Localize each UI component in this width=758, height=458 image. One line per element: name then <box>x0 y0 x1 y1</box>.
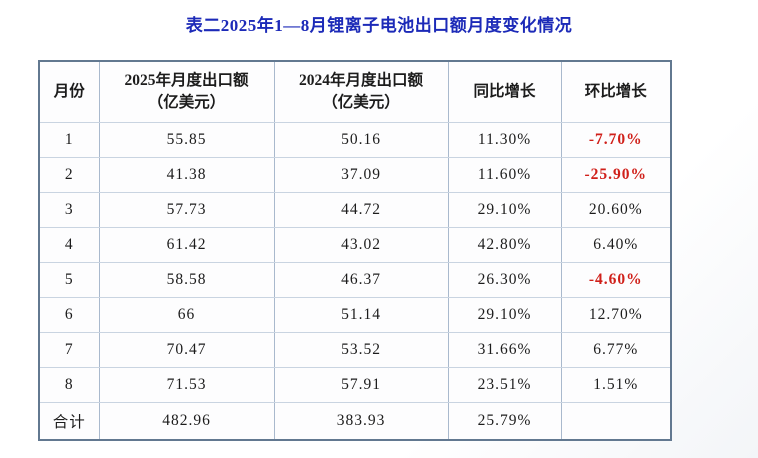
table-row: 2 41.38 37.09 11.60% -25.90% <box>38 157 672 193</box>
mom-cell: -25.90% <box>560 157 672 193</box>
mom-cell: -4.60% <box>560 262 672 298</box>
month-cell: 1 <box>38 122 100 158</box>
export-2024-cell: 43.02 <box>273 227 449 263</box>
month-cell: 合计 <box>38 402 100 441</box>
header-month: 月份 <box>38 60 100 123</box>
export-2025-cell: 58.58 <box>98 262 275 298</box>
header-export-2025-line2: （亿美元） <box>147 94 226 111</box>
export-2025-cell: 55.85 <box>98 122 275 158</box>
table-row: 4 61.42 43.02 42.80% 6.40% <box>38 227 672 263</box>
yoy-cell: 29.10% <box>447 192 562 228</box>
export-table: 月份 2025年月度出口额 （亿美元） 2024年月度出口额 （亿美元） 同比增… <box>38 60 672 441</box>
header-export-2024-line2: （亿美元） <box>322 94 400 111</box>
header-export-2024: 2024年月度出口额 （亿美元） <box>273 60 449 123</box>
mom-cell <box>560 402 672 441</box>
export-2024-cell: 44.72 <box>273 192 449 228</box>
export-2024-cell: 57.91 <box>273 367 449 403</box>
table-row: 3 57.73 44.72 29.10% 20.60% <box>38 192 672 228</box>
export-2025-cell: 57.73 <box>98 192 275 228</box>
header-export-2025: 2025年月度出口额 （亿美元） <box>98 60 275 123</box>
export-2025-cell: 61.42 <box>98 227 275 263</box>
month-cell: 6 <box>38 297 100 333</box>
header-export-2025-line1: 2025年月度出口额 <box>124 71 249 89</box>
table-row: 6 66 51.14 29.10% 12.70% <box>38 297 672 333</box>
header-mom: 环比增长 <box>560 60 672 123</box>
export-2025-cell: 482.96 <box>98 402 275 441</box>
header-export-2024-line1: 2024年月度出口额 <box>298 71 423 89</box>
header-yoy: 同比增长 <box>447 60 562 123</box>
month-cell: 3 <box>38 192 100 228</box>
yoy-cell: 11.60% <box>447 157 562 193</box>
mom-cell: 6.77% <box>560 332 672 368</box>
yoy-cell: 29.10% <box>447 297 562 333</box>
yoy-cell: 25.79% <box>447 402 562 441</box>
export-2025-cell: 71.53 <box>98 367 275 403</box>
export-2025-cell: 66 <box>98 297 275 333</box>
yoy-cell: 11.30% <box>447 122 562 158</box>
month-cell: 7 <box>38 332 100 368</box>
export-2024-cell: 51.14 <box>273 297 449 333</box>
month-cell: 8 <box>38 367 100 403</box>
table-header-row: 月份 2025年月度出口额 （亿美元） 2024年月度出口额 （亿美元） 同比增… <box>38 60 672 123</box>
table-row: 5 58.58 46.37 26.30% -4.60% <box>38 262 672 298</box>
mom-cell: 12.70% <box>560 297 672 333</box>
month-cell: 2 <box>38 157 100 193</box>
yoy-cell: 23.51% <box>447 367 562 403</box>
export-2024-cell: 37.09 <box>273 157 449 193</box>
table-total-row: 合计 482.96 383.93 25.79% <box>38 402 672 441</box>
month-cell: 4 <box>38 227 100 263</box>
mom-cell: 20.60% <box>560 192 672 228</box>
table-row: 7 70.47 53.52 31.66% 6.77% <box>38 332 672 368</box>
export-2024-cell: 50.16 <box>273 122 449 158</box>
yoy-cell: 42.80% <box>447 227 562 263</box>
yoy-cell: 26.30% <box>447 262 562 298</box>
table-row: 1 55.85 50.16 11.30% -7.70% <box>38 122 672 158</box>
month-cell: 5 <box>38 262 100 298</box>
yoy-cell: 31.66% <box>447 332 562 368</box>
mom-cell: 1.51% <box>560 367 672 403</box>
export-2024-cell: 383.93 <box>273 402 449 441</box>
page-title: 表二2025年1—8月锂离子电池出口额月度变化情况 <box>185 16 573 35</box>
page: 表二2025年1—8月锂离子电池出口额月度变化情况 月份 2025年月度出口额 … <box>38 16 672 441</box>
export-2024-cell: 46.37 <box>273 262 449 298</box>
export-2025-cell: 41.38 <box>98 157 275 193</box>
export-2024-cell: 53.52 <box>273 332 449 368</box>
mom-cell: 6.40% <box>560 227 672 263</box>
mom-cell: -7.70% <box>560 122 672 158</box>
export-2025-cell: 70.47 <box>98 332 275 368</box>
table-row: 8 71.53 57.91 23.51% 1.51% <box>38 367 672 403</box>
